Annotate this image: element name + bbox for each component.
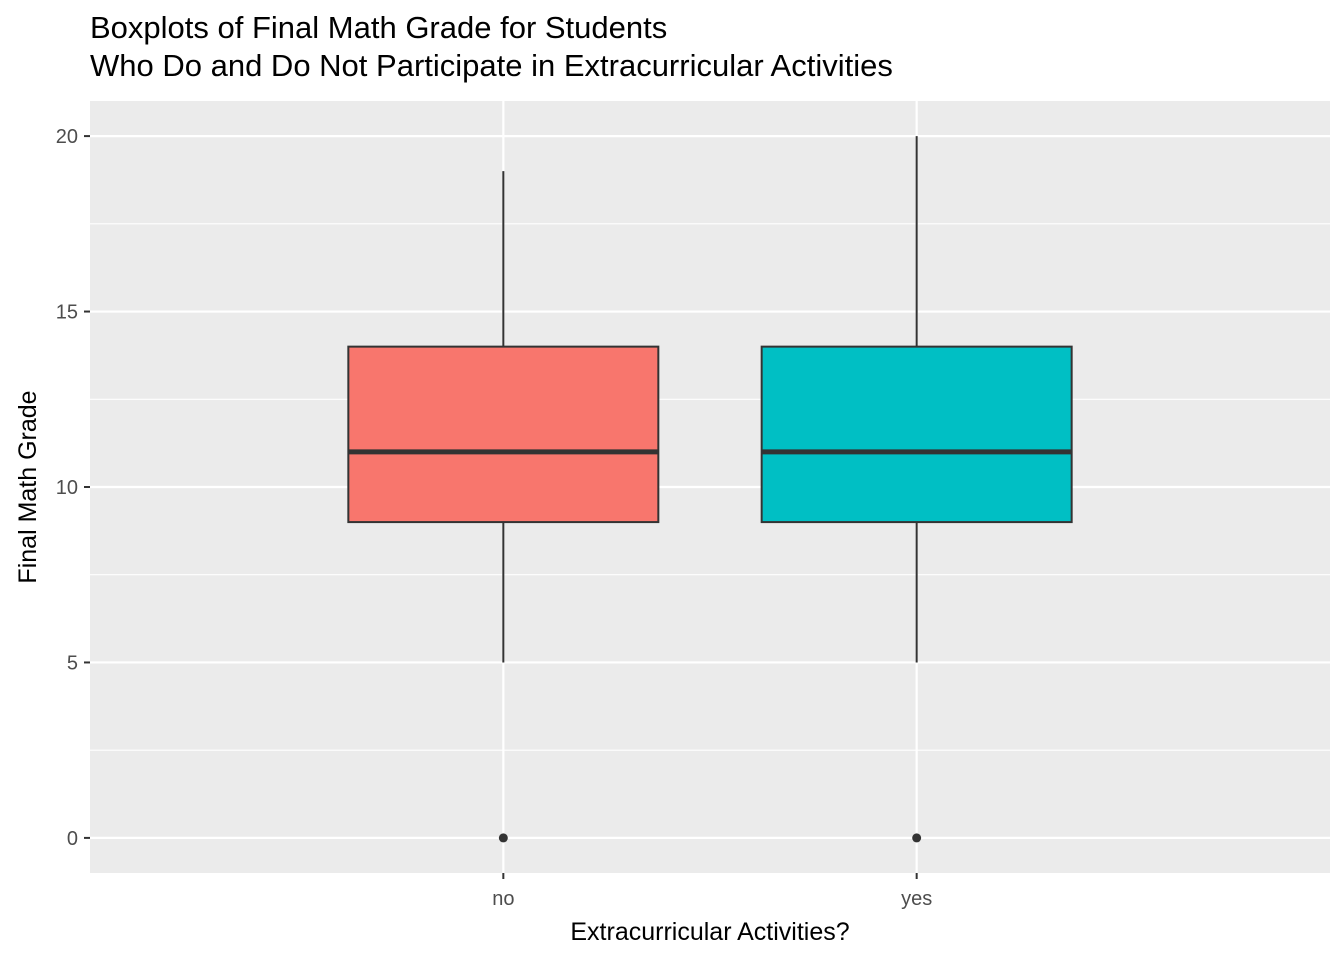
outlier-point xyxy=(498,833,508,843)
y-tick-label: 15 xyxy=(56,302,78,324)
x-axis-ticks: no yes xyxy=(492,873,932,910)
box-no xyxy=(347,171,660,843)
x-axis-title: Extracurricular Activities? xyxy=(570,918,849,946)
y-axis-title: Final Math Grade xyxy=(14,390,42,583)
x-tick-label: no xyxy=(492,888,514,910)
box-iqr xyxy=(760,345,1073,524)
chart-title-line-1: Boxplots of Final Math Grade for Student… xyxy=(90,10,668,45)
box-iqr xyxy=(347,345,660,524)
y-axis-ticks: 0 5 10 15 20 xyxy=(56,126,90,850)
y-tick-label: 20 xyxy=(56,126,78,148)
grid-minor xyxy=(90,223,1330,751)
y-tick-label: 5 xyxy=(67,652,78,674)
x-tick-label: yes xyxy=(901,888,932,910)
box-yes xyxy=(760,136,1073,843)
outlier-point xyxy=(912,833,922,843)
chart-title-line-2: Who Do and Do Not Participate in Extracu… xyxy=(90,48,893,83)
y-tick-label: 10 xyxy=(56,477,78,499)
y-tick-label: 0 xyxy=(67,828,78,850)
boxes xyxy=(347,136,1073,843)
